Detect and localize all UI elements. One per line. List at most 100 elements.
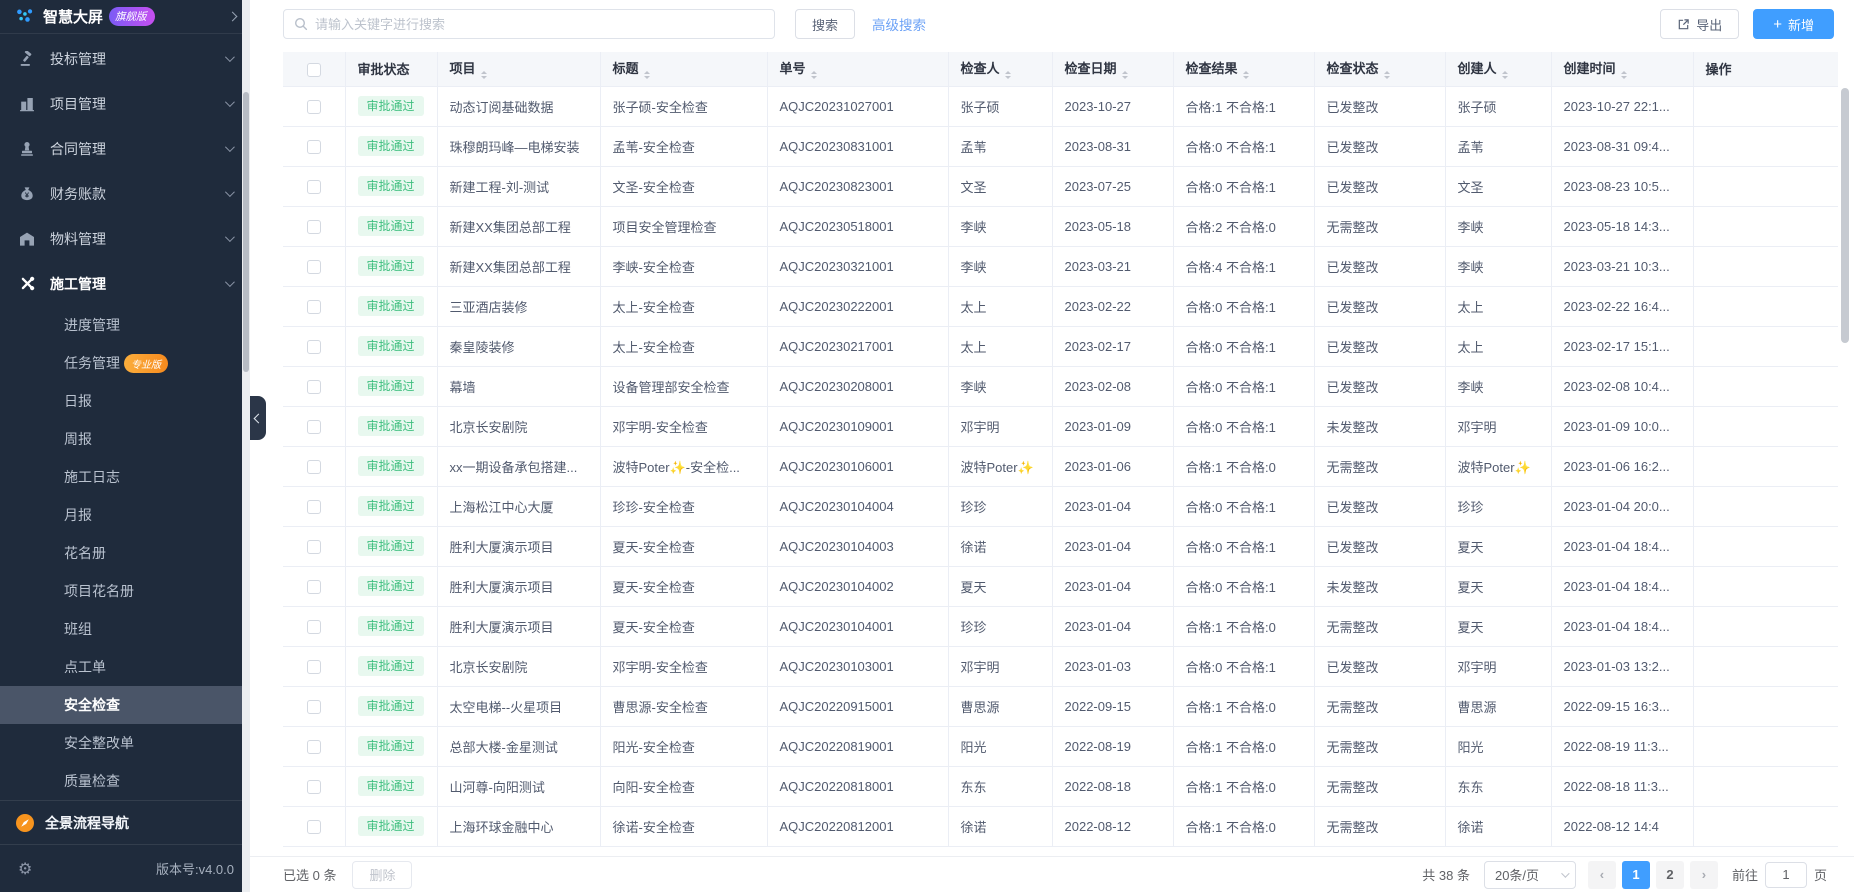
cell-creator: 太上 (1445, 286, 1552, 327)
page-button[interactable]: 1 (1621, 860, 1650, 889)
sort-icon[interactable] (1501, 71, 1508, 80)
column-header[interactable]: 检查状态 (1314, 52, 1446, 87)
row-checkbox[interactable] (306, 739, 321, 754)
sidebar-scrollbar-track[interactable] (242, 0, 250, 892)
sidebar-item[interactable]: 施工管理 (0, 261, 250, 306)
cell-title: 夏天-安全检查 (600, 526, 768, 567)
cell-actions (1693, 126, 1838, 167)
row-checkbox[interactable] (306, 539, 321, 554)
sidebar-item[interactable]: 投标管理 (0, 36, 250, 81)
cell-creator: 李峡 (1445, 206, 1552, 247)
sort-icon[interactable] (1121, 71, 1128, 80)
sidebar-item[interactable]: 物料管理 (0, 216, 250, 261)
cell-inspect-date: 2023-03-21 (1052, 246, 1174, 287)
row-checkbox[interactable] (306, 499, 321, 514)
row-checkbox[interactable] (306, 379, 321, 394)
column-header[interactable]: 创建时间 (1551, 52, 1694, 87)
sidebar-subitem[interactable]: 花名册 (0, 534, 250, 572)
row-checkbox[interactable] (306, 659, 321, 674)
column-header[interactable]: 标题 (600, 52, 768, 87)
sidebar-subitem[interactable]: 日报 (0, 382, 250, 420)
column-header[interactable]: 检查结果 (1173, 52, 1315, 87)
column-header[interactable]: 创建人 (1445, 52, 1552, 87)
chevron-right-icon (227, 11, 238, 22)
gear-icon[interactable]: ⚙ (18, 860, 33, 878)
row-checkbox[interactable] (306, 179, 321, 194)
sidebar-subitem[interactable]: 任务管理 专业版 (0, 344, 250, 382)
cell-inspect-status: 已发整改 (1314, 486, 1446, 527)
cell-code: AQJC20220812001 (767, 806, 949, 847)
row-checkbox-cell (283, 126, 346, 167)
sidebar-item-panorama-nav[interactable]: 全景流程导航 (0, 800, 250, 844)
advanced-search-link[interactable]: 高级搜索 (872, 18, 927, 33)
sort-icon[interactable] (1620, 71, 1627, 80)
cell-code: AQJC20230222001 (767, 286, 949, 327)
sort-icon[interactable] (1004, 71, 1011, 80)
cell-actions (1693, 766, 1838, 807)
cell-project: 幕墙 (437, 366, 601, 407)
sidebar-item[interactable]: ¥ 财务账款 (0, 171, 250, 216)
column-header-label: 操作 (1705, 62, 1732, 78)
sidebar-subitem[interactable]: 项目花名册 (0, 572, 250, 610)
sidebar-subitem[interactable]: 月报 (0, 496, 250, 534)
sort-icon[interactable] (1242, 71, 1249, 80)
goto-page-input[interactable] (1764, 861, 1807, 888)
row-checkbox[interactable] (306, 819, 321, 834)
page-button[interactable]: 2 (1655, 860, 1684, 889)
row-checkbox[interactable] (306, 619, 321, 634)
column-header[interactable]: 检查人 (948, 52, 1053, 87)
sort-icon[interactable] (1383, 71, 1390, 80)
row-checkbox[interactable] (306, 299, 321, 314)
search-input[interactable] (315, 16, 764, 32)
sidebar-subitem[interactable]: 安全整改单 (0, 724, 250, 762)
sidebar-subitem[interactable]: 施工日志 (0, 458, 250, 496)
cell-inspect-status: 已发整改 (1314, 126, 1446, 167)
sidebar-subitem[interactable]: 周报 (0, 420, 250, 458)
row-checkbox[interactable] (306, 459, 321, 474)
sidebar-subitem[interactable]: 点工单 (0, 648, 250, 686)
prev-page-button[interactable]: ‹ (1587, 860, 1616, 889)
header-checkbox-cell (283, 52, 346, 87)
row-checkbox[interactable] (306, 699, 321, 714)
row-checkbox[interactable] (306, 99, 321, 114)
sidebar-subitem[interactable]: 质量检查 (0, 762, 250, 800)
cell-project: 总部大楼-金星测试 (437, 726, 601, 767)
row-checkbox[interactable] (306, 219, 321, 234)
row-checkbox[interactable] (306, 139, 321, 154)
sidebar-item[interactable]: 项目管理 (0, 81, 250, 126)
table-row: 审批通过 幕墙 设备管理部安全检查 AQJC20230208001 李峡 2023-02-… (283, 366, 1838, 407)
sidebar-brand[interactable]: 智慧大屏 旗舰版 (0, 0, 250, 34)
cell-inspect-date: 2023-10-27 (1052, 86, 1174, 127)
table-scrollbar-thumb[interactable] (1841, 88, 1849, 343)
page-size-select[interactable]: 20条/页 (1483, 860, 1576, 889)
sidebar-subitem[interactable]: 进度管理 (0, 306, 250, 344)
sort-icon[interactable] (643, 71, 650, 80)
next-page-button[interactable]: › (1689, 860, 1718, 889)
sort-icon[interactable] (810, 71, 817, 80)
row-checkbox[interactable] (306, 419, 321, 434)
row-checkbox[interactable] (306, 339, 321, 354)
select-all-checkbox[interactable] (306, 62, 321, 77)
cell-project: 北京长安剧院 (437, 646, 601, 687)
sort-icon[interactable] (480, 71, 487, 80)
vip-badge: 旗舰版 (109, 7, 155, 26)
sidebar-scrollbar-thumb[interactable] (243, 92, 249, 372)
sidebar-subitem[interactable]: 安全检查 (0, 686, 250, 724)
column-header[interactable]: 检查日期 (1052, 52, 1174, 87)
row-checkbox[interactable] (306, 579, 321, 594)
column-header[interactable]: 项目 (437, 52, 601, 87)
row-checkbox[interactable] (306, 259, 321, 274)
cell-inspect-result: 合格:0 不合格:1 (1173, 406, 1315, 447)
search-button[interactable]: 搜索 (795, 9, 856, 39)
delete-button[interactable]: 删除 (352, 860, 413, 889)
goto-page: 前往 页 (1732, 861, 1827, 888)
row-checkbox[interactable] (306, 779, 321, 794)
export-button[interactable]: 导出 (1660, 9, 1740, 39)
sidebar-subitem[interactable]: 班组 (0, 610, 250, 648)
sidebar-item[interactable]: 合同管理 (0, 126, 250, 171)
add-button[interactable]: + 新增 (1753, 9, 1834, 39)
cell-created-time: 2023-05-18 14:3... (1551, 206, 1694, 247)
sidebar-collapse-handle[interactable] (250, 396, 266, 440)
column-header[interactable]: 单号 (767, 52, 949, 87)
table-row: 审批通过 新建工程-刘-测试 文圣-安全检查 AQJC20230823001 文圣 202… (283, 166, 1838, 207)
